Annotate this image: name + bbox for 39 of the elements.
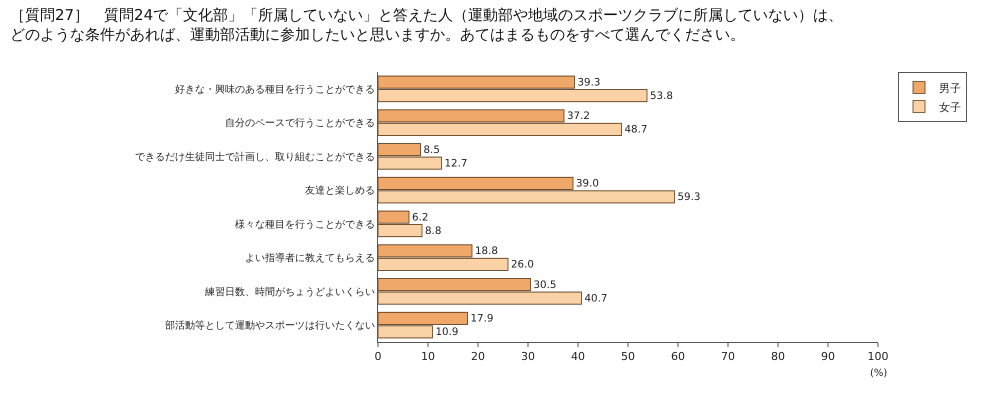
x-tick-label: 40 xyxy=(571,350,585,364)
data-label: 12.7 xyxy=(444,157,468,170)
data-label: 59.3 xyxy=(678,191,700,204)
data-label: 39.3 xyxy=(578,76,600,88)
data-label: 18.8 xyxy=(475,245,498,258)
data-label: 10.9 xyxy=(436,326,458,338)
data-label: 39.0 xyxy=(576,178,599,190)
data-label: 8.8 xyxy=(425,224,442,237)
legend-label: 女子 xyxy=(939,100,961,114)
data-label: 17.9 xyxy=(470,312,494,325)
y-tick-label: 友達と楽しめる xyxy=(305,184,375,197)
y-tick-label: 練習日数、時間がちょうどよいくらい xyxy=(204,286,375,298)
data-label: 48.7 xyxy=(624,124,648,136)
y-tick-label: 様々な種目を行うことができる xyxy=(235,218,375,230)
data-label: 8.5 xyxy=(424,144,440,156)
x-axis-title: (%) xyxy=(870,368,888,379)
legend-label: 男子 xyxy=(939,82,961,95)
x-tick-label: 90 xyxy=(821,350,835,364)
y-tick-label: 部活動等として運動やスポーツは行いたくない xyxy=(165,320,375,332)
x-tick-label: 20 xyxy=(471,350,485,364)
data-label: 26.0 xyxy=(511,258,534,271)
data-label: 6.2 xyxy=(412,211,428,224)
x-tick-label: 60 xyxy=(671,350,685,364)
x-tick-label: 100 xyxy=(868,350,888,364)
x-tick-label: 50 xyxy=(621,350,635,364)
y-tick-label: よい指導者に教えてもらえる xyxy=(245,252,375,264)
data-label: 40.7 xyxy=(584,292,608,304)
y-tick-label: できるだけ生徒同士で計画し、取り組むことができる xyxy=(135,150,375,163)
x-tick-label: 0 xyxy=(374,350,382,364)
data-label: 30.5 xyxy=(534,278,556,291)
chart-title: ［質問27］ 質問24で「文化部」「所属していない」と答えた人（運動部や地域のスポーツクラブに所属していない）は、どのような条件があれば、運動部活動に参加したいと思いますか。あてはまるものをすべて選んでください。 xyxy=(10,6,844,44)
data-label: 53.8 xyxy=(650,90,673,102)
y-tick-label: 自分のペースで行うことができる xyxy=(225,117,375,130)
x-tick-label: 80 xyxy=(771,350,785,364)
x-tick-label: 10 xyxy=(421,350,435,364)
y-tick-label: 好きな・興味のある種目を行うことができる xyxy=(175,83,375,96)
data-label: 37.2 xyxy=(567,110,590,122)
x-tick-label: 70 xyxy=(721,350,735,364)
x-tick-label: 30 xyxy=(521,350,535,364)
